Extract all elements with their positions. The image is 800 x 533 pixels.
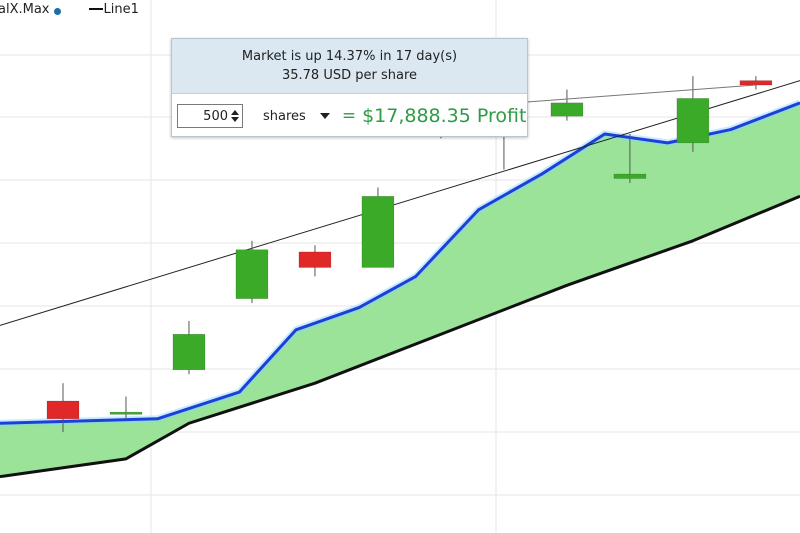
- channel-band: [0, 102, 800, 477]
- tooltip-header: Market is up 14.37% in 17 day(s) 35.78 U…: [172, 39, 527, 94]
- candle-body: [298, 251, 332, 268]
- legend: alX.Max Line1: [0, 0, 167, 18]
- legend-item-line1[interactable]: Line1: [88, 1, 139, 17]
- candle-body: [739, 80, 773, 86]
- tooltip-body: 500 shares = $17,888.35 Profit: [172, 94, 527, 138]
- tooltip-per-share: 35.78 USD per share: [281, 68, 418, 83]
- connector-line: [526, 84, 756, 103]
- candle-body: [109, 411, 143, 415]
- unit-label: shares: [263, 108, 306, 124]
- candle-body: [172, 334, 206, 371]
- legend-line-icon: [88, 8, 103, 10]
- caret-down-icon[interactable]: [319, 113, 330, 119]
- profit-tooltip: Market is up 14.37% in 17 day(s) 35.78 U…: [171, 38, 528, 137]
- candle-body: [676, 98, 710, 144]
- chevron-down-icon[interactable]: [231, 117, 239, 122]
- candle-body: [550, 102, 584, 117]
- candle-body: [235, 249, 269, 299]
- legend-label: alX.Max: [0, 1, 50, 17]
- profit-value: $17,888.35 Profit: [362, 105, 527, 127]
- quantity-stepper[interactable]: 500: [177, 104, 243, 128]
- unit-dropdown[interactable]: shares: [263, 109, 330, 124]
- legend-item-alx-max[interactable]: alX.Max: [0, 2, 61, 17]
- series-line-lower: [0, 194, 800, 479]
- legend-dot-icon: [53, 8, 61, 15]
- spinner[interactable]: [231, 110, 239, 122]
- candle-body: [613, 173, 647, 179]
- chevron-up-icon[interactable]: [231, 110, 239, 115]
- quantity-value[interactable]: 500: [203, 108, 228, 124]
- band-fill: [0, 102, 800, 477]
- series-line-line1: [0, 80, 800, 326]
- candle-body: [46, 400, 80, 420]
- tooltip-headline: Market is up 14.37% in 17 day(s): [241, 49, 458, 64]
- legend-label: Line1: [103, 1, 139, 17]
- equals-sign: =: [341, 106, 357, 126]
- tooltip-connector: [526, 84, 756, 103]
- candle-body: [361, 196, 395, 268]
